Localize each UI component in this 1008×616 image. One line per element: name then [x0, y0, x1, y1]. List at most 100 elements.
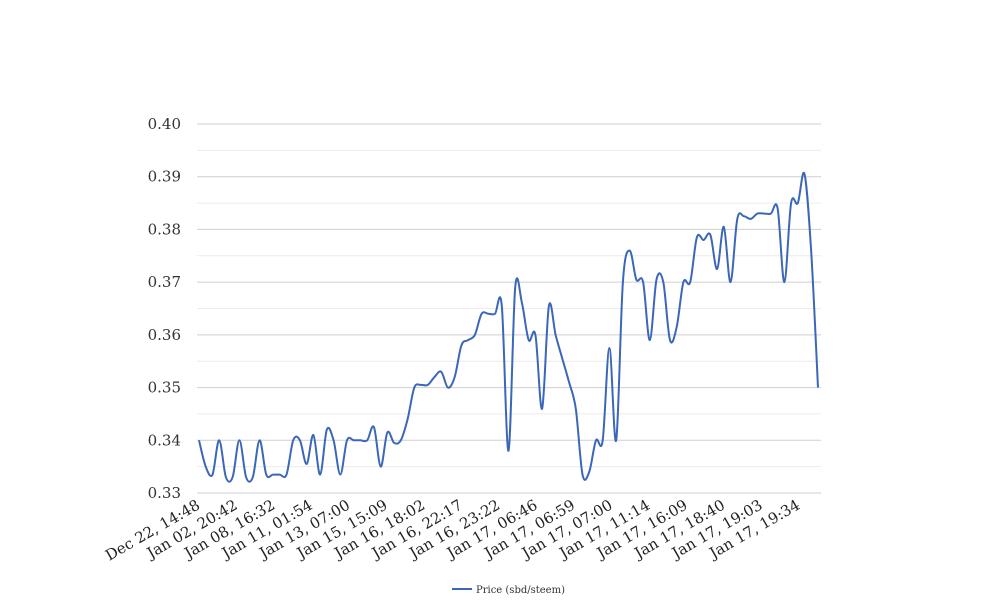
data-point: [581, 473, 585, 477]
gridlines: [197, 123, 821, 494]
data-point: [655, 278, 659, 282]
data-point: [439, 370, 443, 374]
data-point: [453, 375, 457, 379]
series-line-price: [198, 171, 819, 483]
data-point: [224, 475, 228, 479]
data-point: [211, 473, 215, 477]
data-point: [762, 212, 766, 216]
data-point: [473, 333, 477, 337]
y-tick-label: 0.33: [148, 484, 181, 502]
y-axis-tick-labels: 0.33 0.34 0.35 0.36 0.37 0.38 0.39 0.40: [148, 115, 181, 502]
data-point: [298, 438, 302, 442]
data-point: [231, 475, 235, 479]
data-point: [278, 473, 282, 477]
data-point: [392, 441, 396, 445]
data-point: [237, 438, 241, 442]
data-point: [722, 225, 726, 229]
data-point: [621, 280, 625, 284]
data-point: [379, 465, 383, 469]
data-point: [648, 338, 652, 342]
series-layer: [197, 171, 820, 483]
data-point: [399, 438, 403, 442]
data-point: [641, 280, 645, 284]
y-tick-label: 0.39: [148, 168, 181, 186]
data-point: [695, 235, 699, 239]
data-point: [527, 338, 531, 342]
data-point: [803, 172, 807, 176]
y-tick-label: 0.36: [148, 326, 181, 344]
data-point: [359, 438, 363, 442]
data-point: [628, 249, 632, 253]
data-point: [352, 438, 356, 442]
data-point: [520, 301, 524, 305]
legend: Price (sbd/steem): [452, 585, 565, 596]
data-point: [688, 280, 692, 284]
data-point: [433, 375, 437, 379]
data-point: [661, 280, 665, 284]
data-point: [258, 438, 262, 442]
data-point: [217, 438, 221, 442]
data-point: [372, 425, 376, 429]
data-point: [540, 407, 544, 411]
data-point: [285, 473, 289, 477]
data-point: [607, 346, 611, 350]
data-point: [594, 438, 598, 442]
data-point: [251, 475, 255, 479]
y-tick-label: 0.34: [148, 431, 181, 449]
y-tick-label: 0.35: [148, 379, 181, 397]
data-point: [675, 325, 679, 329]
data-point: [681, 280, 685, 284]
y-tick-label: 0.37: [148, 273, 181, 291]
data-point: [291, 438, 295, 442]
data-point: [305, 462, 309, 466]
data-point: [459, 343, 463, 347]
data-point: [197, 438, 201, 442]
data-point: [614, 438, 618, 442]
data-point: [264, 473, 268, 477]
data-point: [507, 449, 511, 453]
data-point: [554, 333, 558, 337]
data-point: [776, 206, 780, 210]
data-point: [702, 238, 706, 242]
data-point: [345, 438, 349, 442]
data-point: [601, 438, 605, 442]
data-point: [338, 473, 342, 477]
data-point: [574, 407, 578, 411]
data-point: [412, 386, 416, 390]
data-point: [204, 465, 208, 469]
data-point: [708, 233, 712, 237]
data-point: [533, 333, 537, 337]
data-point: [715, 267, 719, 271]
data-point: [486, 312, 490, 316]
data-point: [809, 251, 813, 255]
data-point: [325, 428, 329, 432]
data-point: [385, 430, 389, 434]
data-point: [769, 212, 773, 216]
data-point: [796, 201, 800, 205]
data-point: [365, 438, 369, 442]
legend-label-price: Price (sbd/steem): [476, 585, 565, 596]
data-point: [466, 338, 470, 342]
data-point: [587, 470, 591, 474]
data-point: [513, 285, 517, 289]
data-point: [318, 473, 322, 477]
data-point: [567, 380, 571, 384]
data-point: [547, 304, 551, 308]
data-point: [426, 383, 430, 387]
data-point: [419, 383, 423, 387]
data-point: [480, 312, 484, 316]
data-point: [406, 417, 410, 421]
data-point: [634, 278, 638, 282]
data-point: [735, 217, 739, 221]
data-point: [446, 386, 450, 390]
data-point: [668, 338, 672, 342]
data-point: [493, 312, 497, 316]
data-point: [816, 386, 820, 390]
data-point: [742, 214, 746, 218]
data-point: [789, 201, 793, 205]
data-point: [749, 217, 753, 221]
data-point: [560, 357, 564, 361]
data-point: [729, 280, 733, 284]
